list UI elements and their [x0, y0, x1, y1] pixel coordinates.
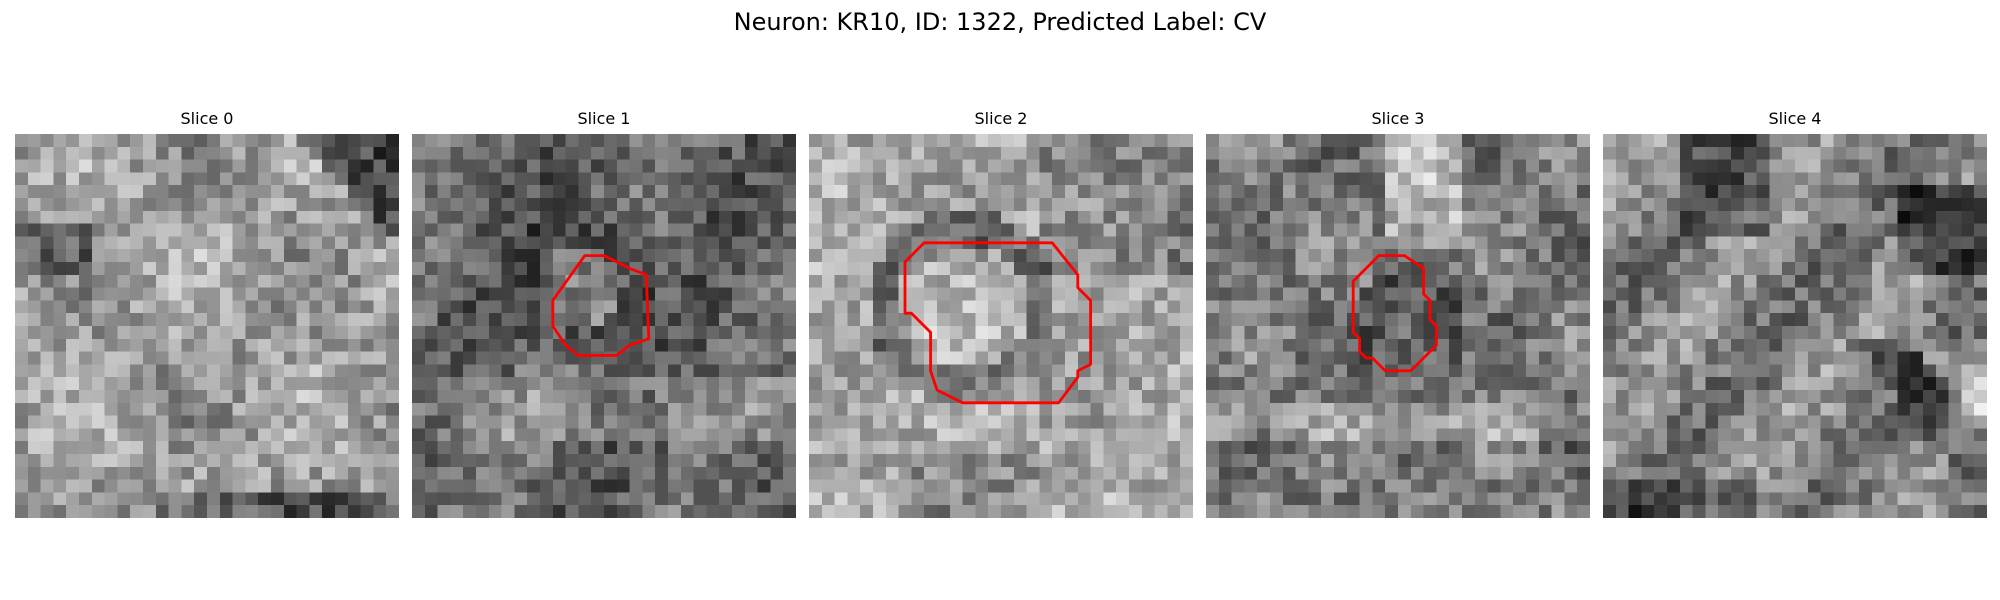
- slice-panel-2: Slice 2: [809, 108, 1193, 518]
- pixel-grid-0: [15, 134, 399, 518]
- roi-contour-3: [1351, 254, 1438, 373]
- slice-panel-1: Slice 1: [412, 108, 796, 518]
- slice-title-2: Slice 2: [974, 109, 1028, 128]
- figure-title: Neuron: KR10, ID: 1322, Predicted Label:…: [733, 8, 1267, 36]
- slice-title-1: Slice 1: [577, 109, 631, 128]
- slice-image-2: [809, 134, 1193, 518]
- slice-title-0: Slice 0: [180, 109, 234, 128]
- roi-contour-2: [903, 241, 1093, 405]
- slice-panel-3: Slice 3: [1206, 108, 1590, 518]
- slice-image-4: [1603, 134, 1987, 518]
- pixel-grid-2: [809, 134, 1193, 518]
- pixel-grid-3: [1206, 134, 1590, 518]
- roi-contour-1: [551, 254, 651, 357]
- slice-title-3: Slice 3: [1371, 109, 1425, 128]
- slice-image-3: [1206, 134, 1590, 518]
- slice-panel-0: Slice 0: [15, 108, 399, 518]
- slice-image-0: [15, 134, 399, 518]
- pixel-grid-4: [1603, 134, 1987, 518]
- slice-title-4: Slice 4: [1768, 109, 1822, 128]
- pixel-grid-1: [412, 134, 796, 518]
- slice-image-1: [412, 134, 796, 518]
- slice-panel-4: Slice 4: [1603, 108, 1987, 518]
